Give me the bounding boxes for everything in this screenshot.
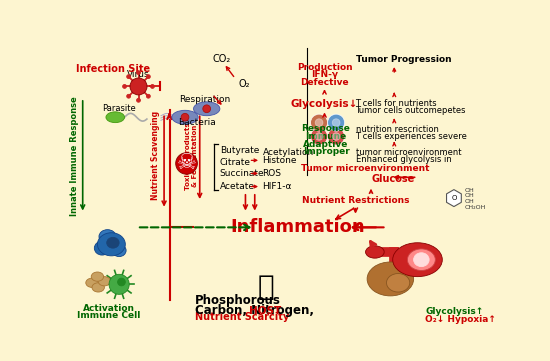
Text: Nutrient Scavenging: Nutrient Scavenging <box>151 111 160 200</box>
Ellipse shape <box>109 274 129 294</box>
Ellipse shape <box>106 112 124 123</box>
Ellipse shape <box>311 114 328 131</box>
Text: Citrate: Citrate <box>220 158 251 167</box>
Ellipse shape <box>315 119 323 126</box>
Text: Immune Cell: Immune Cell <box>78 311 141 320</box>
Text: Glycolysis↓: Glycolysis↓ <box>291 99 358 109</box>
Ellipse shape <box>393 243 442 277</box>
Ellipse shape <box>92 283 104 292</box>
Text: Activation: Activation <box>83 304 135 313</box>
Ellipse shape <box>151 84 155 88</box>
Ellipse shape <box>175 153 197 174</box>
Text: tumor microenvironment: tumor microenvironment <box>355 148 461 157</box>
Ellipse shape <box>136 99 140 102</box>
Ellipse shape <box>328 128 345 145</box>
Ellipse shape <box>181 113 189 121</box>
Text: Tumor cells outcomepetes: Tumor cells outcomepetes <box>355 106 466 115</box>
Text: CH₂OH: CH₂OH <box>465 205 486 210</box>
Text: Parasite: Parasite <box>102 104 136 113</box>
Text: Enhanced glycolysis in: Enhanced glycolysis in <box>355 155 451 164</box>
Text: HOST: HOST <box>250 305 282 316</box>
Text: O: O <box>451 195 456 201</box>
Text: Toxic byproducts
& Fermentation: Toxic byproducts & Fermentation <box>185 122 197 190</box>
Text: Acetate: Acetate <box>220 182 255 191</box>
Ellipse shape <box>126 75 130 79</box>
Ellipse shape <box>99 230 116 244</box>
Text: 🔥: 🔥 <box>257 273 274 301</box>
Text: Inflammation: Inflammation <box>230 218 365 236</box>
Text: OH: OH <box>465 188 475 193</box>
Ellipse shape <box>315 132 323 140</box>
Text: Response: Response <box>301 124 350 133</box>
Ellipse shape <box>91 272 103 281</box>
Text: Production: Production <box>296 63 353 72</box>
Text: Succinate: Succinate <box>220 169 265 178</box>
Ellipse shape <box>146 94 150 98</box>
Text: Glycolysis↑: Glycolysis↑ <box>425 308 483 317</box>
Text: Phosphorous: Phosphorous <box>195 294 281 307</box>
Ellipse shape <box>387 274 410 292</box>
Text: Adaptive: Adaptive <box>304 140 349 149</box>
Text: Glucose: Glucose <box>371 174 414 184</box>
Ellipse shape <box>136 71 140 74</box>
Text: Immune: Immune <box>305 132 346 141</box>
Ellipse shape <box>126 94 130 98</box>
Text: Nutrient Restrictions: Nutrient Restrictions <box>302 196 409 205</box>
Text: Respiration: Respiration <box>179 95 230 104</box>
Text: IFN-γ: IFN-γ <box>311 70 338 79</box>
Ellipse shape <box>86 278 98 287</box>
Text: T cells experiences severe: T cells experiences severe <box>355 132 468 141</box>
Ellipse shape <box>328 114 345 131</box>
Text: Carbon, Nitrogen,: Carbon, Nitrogen, <box>195 304 314 317</box>
Ellipse shape <box>194 102 220 116</box>
Ellipse shape <box>408 249 436 270</box>
Text: HIF1-α: HIF1-α <box>262 182 292 191</box>
Ellipse shape <box>146 75 150 79</box>
Polygon shape <box>447 190 461 206</box>
Text: Butyrate: Butyrate <box>220 146 259 155</box>
Text: Tumor microenvironment: Tumor microenvironment <box>300 164 429 173</box>
Text: Histone: Histone <box>262 156 297 165</box>
Ellipse shape <box>118 278 125 286</box>
Text: nutrition rescriction: nutrition rescriction <box>355 125 438 134</box>
Ellipse shape <box>123 84 127 88</box>
Text: OH: OH <box>465 199 475 204</box>
Ellipse shape <box>367 262 414 296</box>
Ellipse shape <box>97 233 125 256</box>
Ellipse shape <box>130 78 147 95</box>
Text: O₂: O₂ <box>239 79 250 89</box>
Text: Improper: Improper <box>302 147 349 156</box>
Text: T cells for nutrients: T cells for nutrients <box>355 99 437 108</box>
Text: Nutrient Scarcity: Nutrient Scarcity <box>195 312 289 322</box>
Ellipse shape <box>112 244 126 257</box>
Ellipse shape <box>95 241 110 255</box>
Text: Infection Site: Infection Site <box>76 64 150 74</box>
Text: Virus: Virus <box>127 70 150 79</box>
Ellipse shape <box>203 105 211 113</box>
Ellipse shape <box>414 253 429 267</box>
Text: CO₂: CO₂ <box>212 55 230 65</box>
Ellipse shape <box>311 128 328 145</box>
Text: OH: OH <box>465 193 475 198</box>
Ellipse shape <box>172 110 198 124</box>
Text: Tumor Progression: Tumor Progression <box>355 55 451 64</box>
Ellipse shape <box>332 119 340 126</box>
Text: Acetylation: Acetylation <box>262 148 313 157</box>
Ellipse shape <box>107 238 119 248</box>
Text: Defective: Defective <box>300 78 349 87</box>
Text: Innate Immune Response: Innate Immune Response <box>70 96 79 216</box>
Text: ROS: ROS <box>262 169 282 178</box>
Text: O₂↓ Hypoxia↑: O₂↓ Hypoxia↑ <box>425 315 496 324</box>
Ellipse shape <box>332 132 340 140</box>
Ellipse shape <box>98 277 111 286</box>
Text: Bacteria: Bacteria <box>178 118 216 127</box>
Text: ☠: ☠ <box>177 153 196 173</box>
Ellipse shape <box>366 246 384 258</box>
